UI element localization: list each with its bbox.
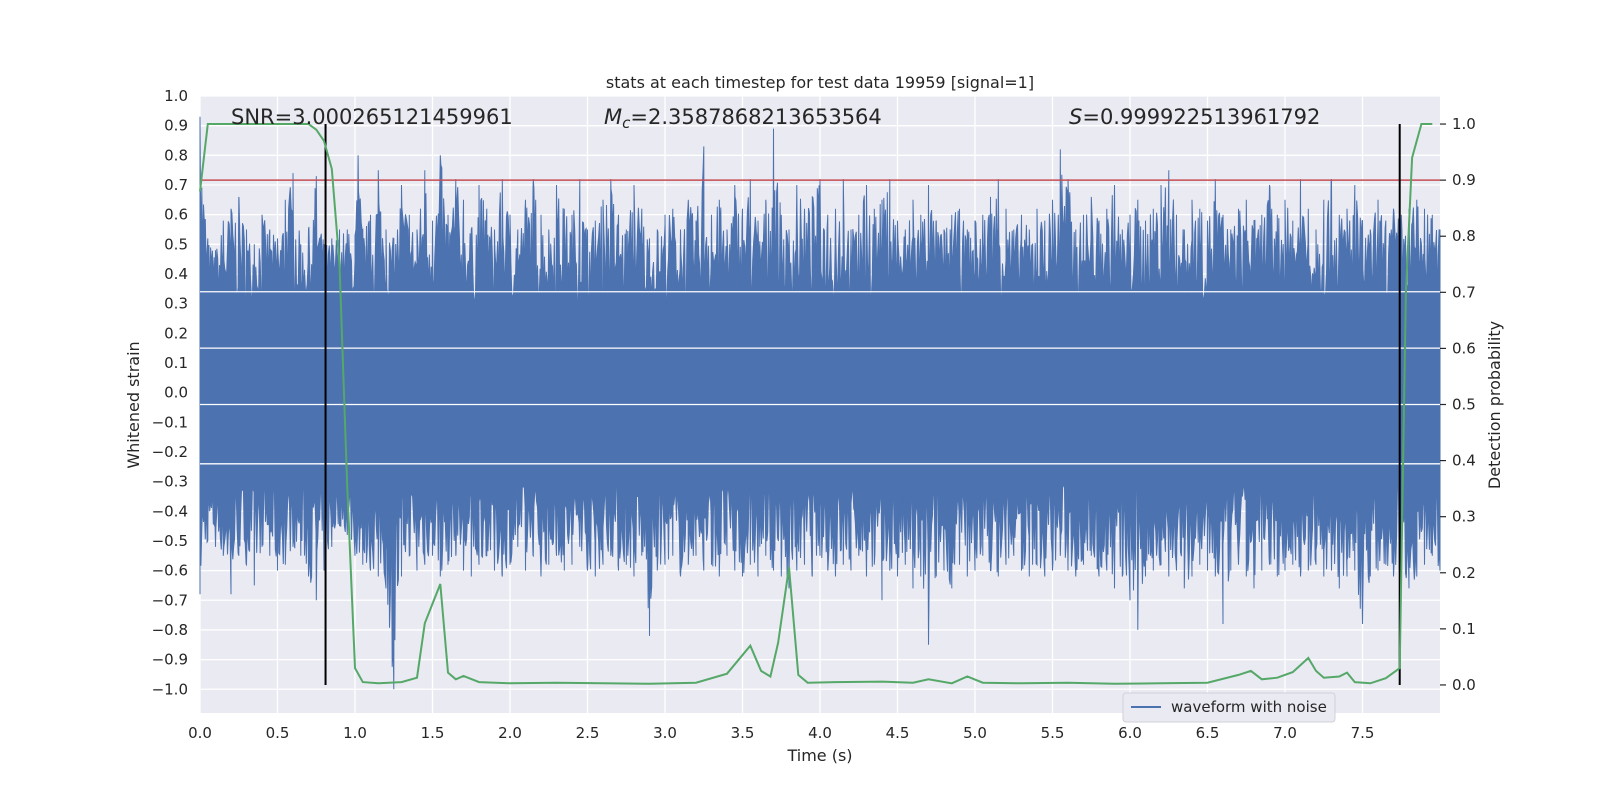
- legend: waveform with noise: [1122, 692, 1336, 723]
- y-left-tick-label: 0.7: [164, 176, 188, 194]
- x-tick-label: 6.0: [1118, 724, 1142, 742]
- x-axis-label: Time (s): [786, 746, 852, 765]
- y-right-tick-label: 1.0: [1452, 115, 1476, 133]
- x-tick-label: 3.5: [731, 724, 755, 742]
- y-right-tick-label: 0.1: [1452, 620, 1476, 638]
- detection-probability-line: [199, 123, 1433, 685]
- x-tick-label: 3.0: [653, 724, 677, 742]
- y-right-tick-label: 0.8: [1452, 227, 1476, 245]
- y-right-tick-label: 0.0: [1452, 676, 1476, 694]
- x-tick-label: 7.0: [1273, 724, 1297, 742]
- y-left-tick-label: 0.9: [164, 117, 188, 135]
- legend-box: [1122, 692, 1336, 723]
- chirp-mass-annotation: Mc=2.3587868213653564: [604, 105, 882, 132]
- y-left-tick-label: 1.0: [164, 87, 188, 105]
- y-left-tick-label: −0.2: [152, 443, 188, 461]
- y-left-tick-labels: 1.0 0.9 0.8 0.7 0.6 0.5 0.4 0.3 0.2 0.1 0.0 −0.1 −0.…: [152, 87, 188, 698]
- x-tick-label: 4.0: [808, 724, 832, 742]
- y-left-tick-label: −0.4: [152, 502, 188, 520]
- y-axis-left-label: Whitened strain: [124, 341, 143, 468]
- x-tick-label: 2.5: [576, 724, 600, 742]
- y-axis-right-label: Detection probability: [1485, 321, 1504, 489]
- y-left-tick-label: 0.6: [164, 206, 188, 224]
- s-symbol: S: [1069, 105, 1082, 129]
- x-tick-labels: 0.0 0.5 1.0 1.5 2.0 2.5 3.0 3.5 4.0 4.5 5.0 5.5 6.0 6…: [188, 724, 1374, 742]
- legend-label: waveform with noise: [1171, 698, 1327, 716]
- y-right-tick-label: 0.7: [1452, 283, 1476, 301]
- s-value: =0.999922513961792: [1082, 105, 1320, 129]
- s-annotation: S=0.999922513961792: [1069, 105, 1320, 129]
- y-left-tick-label: −0.3: [152, 473, 188, 491]
- waveform-line: [199, 116, 1441, 690]
- y-left-tick-label: 0.2: [164, 324, 188, 342]
- mc-symbol: M: [604, 105, 622, 129]
- snr-annotation: SNR=3.000265121459961: [231, 105, 513, 129]
- y-left-tick-label: −1.0: [152, 680, 188, 698]
- x-tick-label: 4.5: [886, 724, 910, 742]
- y-left-tick-label: −0.8: [152, 621, 188, 639]
- chart-title: stats at each timestep for test data 199…: [606, 73, 1034, 92]
- x-tick-label: 0.5: [266, 724, 290, 742]
- y-right-tick-labels: 1.0 0.9 0.8 0.7 0.6 0.5 0.4 0.3 0.2 0.1 0.0: [1440, 115, 1476, 694]
- y-left-tick-label: −0.7: [152, 591, 188, 609]
- y-left-tick-label: 0.5: [164, 235, 188, 253]
- y-left-tick-label: 0.4: [164, 265, 188, 283]
- y-left-tick-label: 0.3: [164, 295, 188, 313]
- y-right-tick-label: 0.9: [1452, 171, 1476, 189]
- x-tick-label: 5.5: [1041, 724, 1065, 742]
- y-right-tick-label: 0.2: [1452, 564, 1476, 582]
- y-left-tick-label: −0.6: [152, 562, 188, 580]
- x-tick-label: 0.0: [188, 724, 212, 742]
- x-tick-label: 7.5: [1351, 724, 1375, 742]
- probability-series: [199, 123, 1433, 685]
- y-left-tick-label: −0.9: [152, 651, 188, 669]
- x-tick-label: 1.0: [343, 724, 367, 742]
- overlays: [200, 124, 1440, 685]
- waveform-series: [199, 116, 1441, 690]
- x-tick-label: 1.5: [421, 724, 445, 742]
- y-right-tick-label: 0.6: [1452, 339, 1476, 357]
- y-left-tick-label: −0.5: [152, 532, 188, 550]
- x-tick-label: 5.0: [963, 724, 987, 742]
- y-right-tick-label: 0.4: [1452, 452, 1476, 470]
- y-right-tick-label: 0.5: [1452, 396, 1476, 414]
- x-tick-label: 6.5: [1196, 724, 1220, 742]
- mc-subscript: c: [622, 114, 631, 132]
- y-left-tick-label: 0.8: [164, 146, 188, 164]
- y-left-tick-label: −0.1: [152, 413, 188, 431]
- mc-value: =2.3587868213653564: [630, 105, 881, 129]
- y-left-tick-label: 0.1: [164, 354, 188, 372]
- x-tick-label: 2.0: [498, 724, 522, 742]
- y-right-tick-label: 0.3: [1452, 508, 1476, 526]
- y-left-tick-label: 0.0: [164, 384, 188, 402]
